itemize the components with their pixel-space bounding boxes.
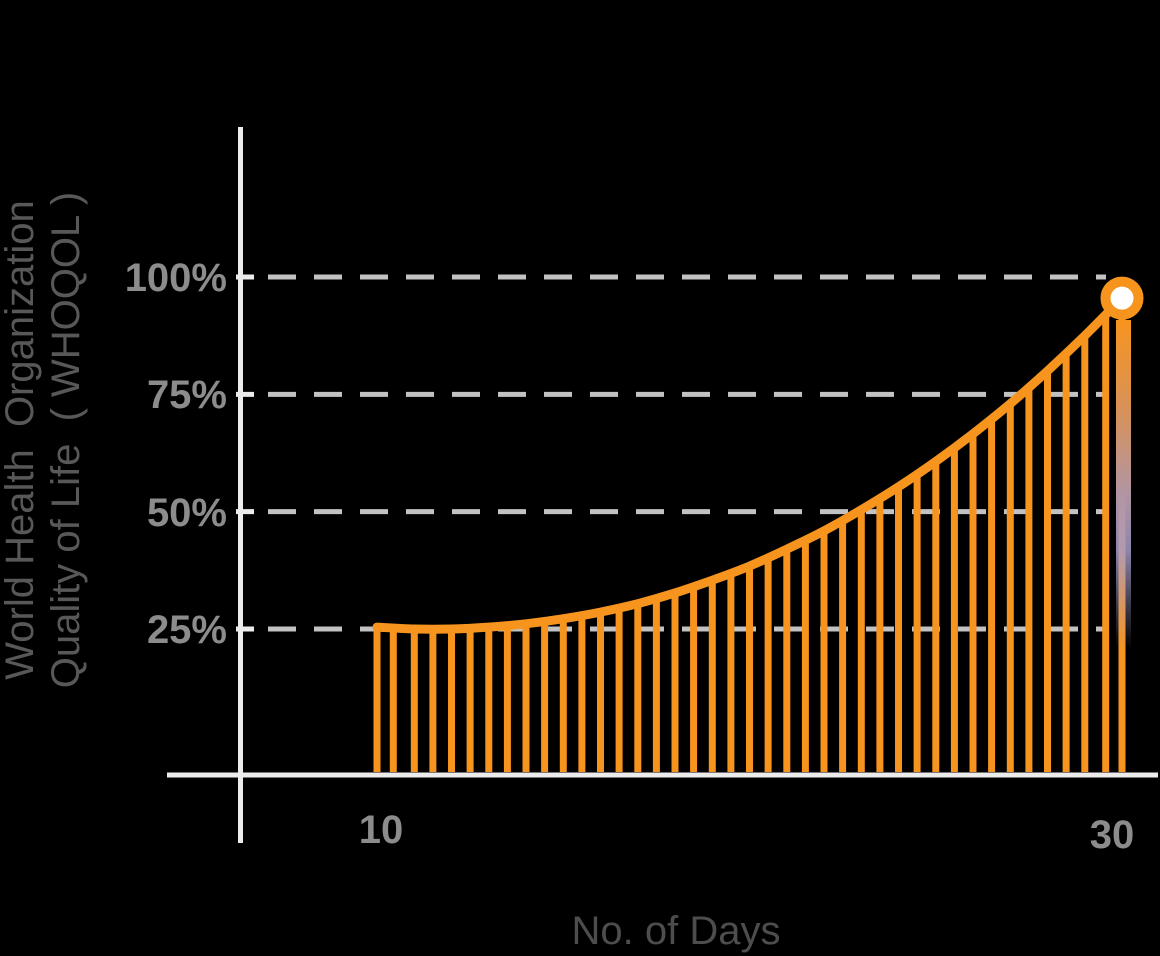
whoqol-curve	[372, 293, 1127, 634]
ytick-label-75: 75%	[147, 373, 227, 417]
x-axis-title: No. of Days	[572, 909, 781, 953]
xtick-label-10: 10	[359, 808, 404, 852]
y-axis-title-line1: World Health Organization	[0, 200, 42, 680]
xtick-label-30: 30	[1090, 813, 1135, 857]
ytick-label-100: 100%	[125, 256, 227, 300]
end-drop-fade-band	[1116, 320, 1131, 650]
ytick-label-50: 50%	[147, 491, 227, 535]
end-point-marker	[1100, 276, 1144, 320]
ytick-label-25: 25%	[147, 608, 227, 652]
y-axis-title-line2: Quality of Life ( WHOQOL )	[44, 192, 88, 688]
gridlines	[268, 274, 1106, 632]
area-hatch-lines	[373, 298, 1126, 772]
